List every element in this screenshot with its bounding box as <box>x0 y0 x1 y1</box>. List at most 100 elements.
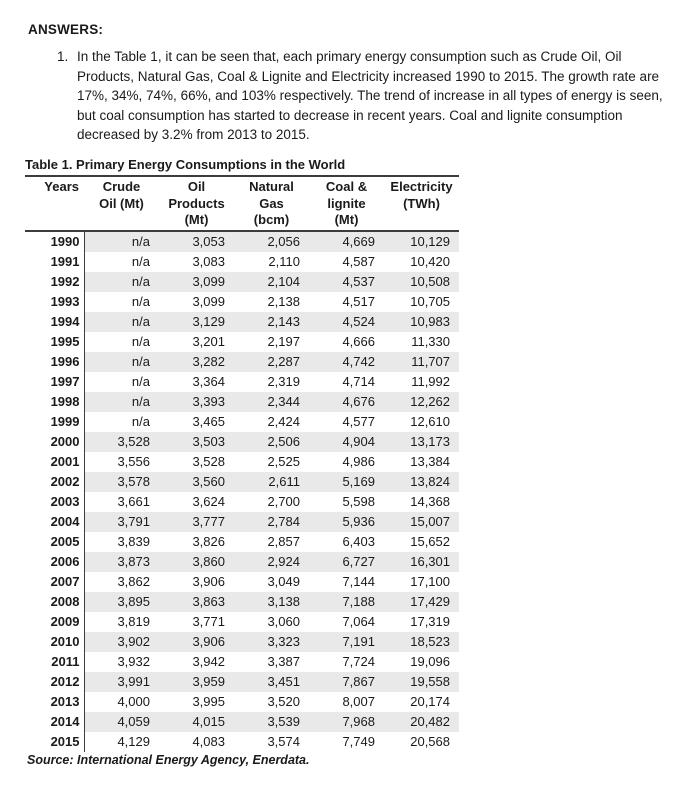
value-cell-coal-lignite: 4,742 <box>309 351 384 372</box>
value-cell-coal-lignite: 4,986 <box>342 453 375 469</box>
answer-item-number: 1. <box>57 49 69 64</box>
value-cell-oil-products: 3,959 <box>159 671 234 692</box>
value-cell-crude-oil: 3,661 <box>117 493 150 509</box>
value-cell-oil-products: 3,083 <box>192 253 225 269</box>
table-row-2011: 2011 3,932 3,942 3,387 7,724 19,096 <box>25 651 459 672</box>
table-row-1996: 1996 n/a 3,282 2,287 4,742 11,707 <box>25 351 459 372</box>
value-cell-natural-gas: 3,539 <box>234 711 309 732</box>
value-cell-natural-gas: 2,424 <box>267 413 300 429</box>
value-cell-electricity: 11,992 <box>411 373 450 389</box>
table-row-2010: 2010 3,902 3,906 3,323 7,191 18,523 <box>25 631 459 652</box>
value-cell-natural-gas: 2,287 <box>234 351 309 372</box>
value-cell-natural-gas: 3,323 <box>234 631 309 652</box>
value-cell-electricity: 11,707 <box>384 351 459 372</box>
column-header-electricity: Electricity (TWh) <box>384 176 459 231</box>
value-cell-electricity: 10,508 <box>384 271 459 292</box>
table-row-2003: 2003 3,661 3,624 2,700 5,598 14,368 <box>25 491 459 512</box>
table-row-1998: 1998 n/a 3,393 2,344 4,676 12,262 <box>25 391 459 412</box>
table-row-2004: 2004 3,791 3,777 2,784 5,936 15,007 <box>25 511 459 532</box>
value-cell-natural-gas: 3,387 <box>267 653 300 669</box>
year-cell: 1991 <box>25 251 85 272</box>
value-cell-coal-lignite: 4,587 <box>342 253 375 269</box>
value-cell-natural-gas: 2,143 <box>234 311 309 332</box>
value-cell-natural-gas: 3,520 <box>267 693 300 709</box>
value-cell-crude-oil: 4,129 <box>117 733 150 749</box>
column-header-line: Oil <box>187 179 206 194</box>
column-header-line: Electricity <box>390 179 453 194</box>
year-cell: 2012 <box>25 671 85 692</box>
value-cell-natural-gas: 2,056 <box>234 230 309 252</box>
value-cell-coal-lignite: 7,144 <box>342 573 375 589</box>
column-header-crude-oil: Crude Oil (Mt) <box>84 176 159 231</box>
value-cell-oil-products: 3,863 <box>159 591 234 612</box>
value-cell-natural-gas: 2,197 <box>267 333 300 349</box>
value-cell-oil-products: 3,364 <box>192 373 225 389</box>
year-cell: 1994 <box>25 311 85 332</box>
table-row-1995: 1995 n/a 3,201 2,197 4,666 11,330 <box>25 331 459 352</box>
column-header-line: Crude <box>102 179 141 194</box>
value-cell-oil-products: 4,015 <box>159 711 234 732</box>
value-cell-natural-gas: 2,104 <box>234 271 309 292</box>
value-cell-crude-oil: 3,932 <box>117 653 150 669</box>
value-cell-natural-gas: 3,049 <box>267 573 300 589</box>
value-cell-oil-products: 3,624 <box>192 493 225 509</box>
value-cell-coal-lignite: 6,403 <box>342 533 375 549</box>
value-cell-coal-lignite: 7,064 <box>342 613 375 629</box>
value-cell-oil-products: 3,860 <box>159 551 234 572</box>
year-cell: 2001 <box>25 451 85 472</box>
value-cell-coal-lignite: 4,537 <box>309 271 384 292</box>
value-cell-crude-oil: n/a <box>84 351 159 372</box>
column-header-line: Years <box>44 179 79 194</box>
value-cell-electricity: 10,983 <box>384 311 459 332</box>
year-cell: 1993 <box>25 291 85 312</box>
value-cell-natural-gas: 2,924 <box>234 551 309 572</box>
value-cell-electricity: 10,705 <box>410 293 450 309</box>
value-cell-electricity: 13,384 <box>410 453 450 469</box>
value-cell-oil-products: 3,771 <box>192 613 225 629</box>
value-cell-crude-oil: n/a <box>131 333 150 349</box>
value-cell-coal-lignite: 4,676 <box>309 391 384 412</box>
value-cell-natural-gas: 2,857 <box>267 533 300 549</box>
value-cell-natural-gas: 3,138 <box>234 591 309 612</box>
value-cell-electricity: 17,319 <box>410 613 450 629</box>
value-cell-oil-products: 3,942 <box>192 653 225 669</box>
value-cell-crude-oil: 3,873 <box>84 551 159 572</box>
value-cell-electricity: 10,420 <box>410 253 450 269</box>
value-cell-coal-lignite: 4,666 <box>342 333 375 349</box>
value-cell-electricity: 13,173 <box>384 431 459 452</box>
year-cell: 2003 <box>25 491 85 512</box>
value-cell-coal-lignite: 7,749 <box>342 733 375 749</box>
value-cell-coal-lignite: 4,669 <box>309 230 384 252</box>
value-cell-oil-products: 3,995 <box>192 693 225 709</box>
value-cell-oil-products: 3,282 <box>159 351 234 372</box>
value-cell-coal-lignite: 4,517 <box>342 293 375 309</box>
value-cell-crude-oil: n/a <box>84 271 159 292</box>
value-cell-crude-oil: 3,791 <box>84 511 159 532</box>
value-cell-crude-oil: 3,902 <box>84 631 159 652</box>
value-cell-electricity: 16,301 <box>384 551 459 572</box>
value-cell-oil-products: 3,201 <box>192 333 225 349</box>
value-cell-oil-products: 3,465 <box>192 413 225 429</box>
value-cell-natural-gas: 3,060 <box>267 613 300 629</box>
value-cell-coal-lignite: 6,727 <box>309 551 384 572</box>
value-cell-oil-products: 3,528 <box>192 453 225 469</box>
year-cell: 2004 <box>25 511 85 532</box>
value-cell-natural-gas: 2,138 <box>267 293 300 309</box>
value-cell-electricity: 14,368 <box>410 493 450 509</box>
table-row-2015: 2015 4,129 4,083 3,574 7,749 20,568 <box>25 731 459 752</box>
column-header-line: (Mt) <box>334 212 359 227</box>
column-header-natural-gas: Natural Gas (bcm) <box>234 176 309 231</box>
table-row-2001: 2001 3,556 3,528 2,525 4,986 13,384 <box>25 451 459 472</box>
value-cell-crude-oil: n/a <box>84 311 159 332</box>
table-row-1997: 1997 n/a 3,364 2,319 4,714 11,992 <box>25 371 459 392</box>
answer-text-line-3: 17%, 34%, 74%, 66%, and 103% respectivel… <box>77 88 663 103</box>
year-cell: 2000 <box>25 431 85 452</box>
value-cell-coal-lignite: 7,867 <box>309 671 384 692</box>
value-cell-electricity: 20,482 <box>384 711 459 732</box>
value-cell-coal-lignite: 7,724 <box>342 653 375 669</box>
value-cell-oil-products: 3,099 <box>159 271 234 292</box>
value-cell-oil-products: 3,099 <box>192 293 225 309</box>
value-cell-natural-gas: 2,611 <box>234 471 309 492</box>
table-row-2013: 2013 4,000 3,995 3,520 8,007 20,174 <box>25 691 459 712</box>
value-cell-crude-oil: 4,059 <box>84 711 159 732</box>
